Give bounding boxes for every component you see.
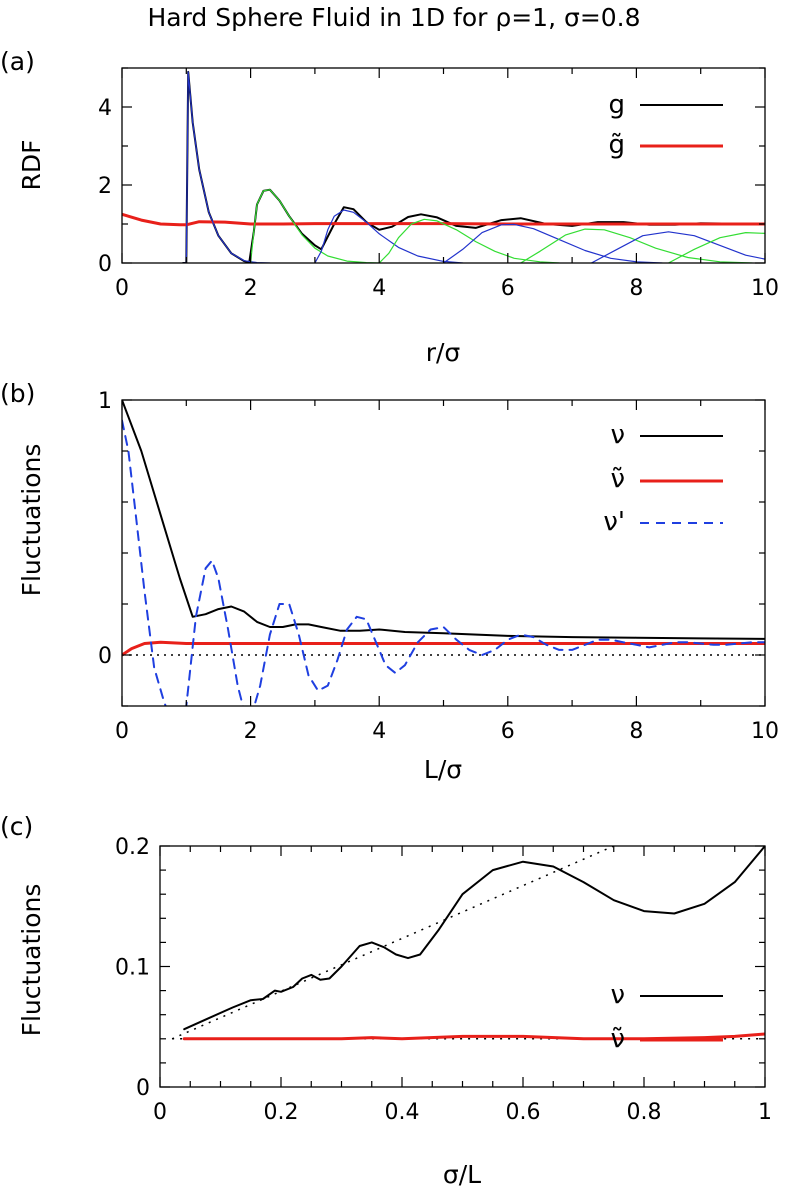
panel-b-xtick-label: 0: [115, 719, 129, 744]
panel-b-xtick-label: 6: [501, 719, 515, 744]
panel-a-ytick-label: 4: [98, 96, 112, 121]
panel-b-xtick-label: 4: [372, 719, 386, 744]
legend-a-gtilde-label: g̃: [608, 130, 625, 160]
panel-c-ytick-label: 0.1: [115, 956, 150, 981]
panel-c-xtick-label: 0.8: [627, 1100, 662, 1125]
panel-b-legend: ν ν̃ ν': [603, 420, 723, 537]
legend-a-g-label: g: [608, 90, 625, 120]
panel-c-xtick-label: 0: [153, 1100, 167, 1125]
panel-a-series-shell6-7: [520, 228, 753, 263]
legend-b-nuprime-label: ν': [603, 507, 625, 537]
panel-b-ticks: 0 2 4 6 8 10 0 1: [98, 389, 779, 744]
legend-c-nu-label: ν: [610, 980, 625, 1010]
panel-a-ytick-label: 0: [98, 252, 112, 277]
panel-a-label: (a): [0, 47, 35, 76]
panel-b-series: [122, 400, 765, 706]
panel-b-xtick-label: 10: [751, 719, 779, 744]
panel-c-series--0: [183, 846, 765, 1031]
panel-c-xtick-label: 0.6: [506, 1100, 541, 1125]
panel-c-ticks: 0 0.2 0.4 0.6 0.8 1 0 0.1 0.2: [115, 835, 772, 1125]
figure-title: Hard Sphere Fluid in 1D for ρ=1, σ=0.8: [147, 3, 640, 32]
panel-c-series--1: [182, 1032, 765, 1041]
panel-a-series-g-0: [182, 70, 765, 263]
panel-c-xtick-label: 0.4: [385, 1100, 420, 1125]
panel-c-legend: ν ν̃: [610, 980, 723, 1054]
panel-b: (b) Fluctuations L/σ 0 2 4 6 8 10 0 1 ν ν̃ ν': [0, 379, 779, 784]
panel-c-frame: [159, 845, 766, 1088]
panel-b-label: (b): [0, 379, 35, 408]
panel-a-ylabel: RDF: [17, 139, 46, 190]
panel-c-series: [171, 846, 765, 1041]
panel-a-ticks: 0 2 4 6 8 10 0 2 4: [98, 67, 779, 301]
panel-c-xtick-label: 0.2: [264, 1100, 299, 1125]
panel-a-series-shell2-3: [250, 189, 380, 263]
legend-b-nu-label: ν: [610, 420, 625, 450]
panel-a-xtick-label: 4: [372, 276, 386, 301]
panel-c-xtick-label: 1: [758, 1100, 772, 1125]
panel-c-label: (c): [0, 812, 33, 841]
panel-c-ytick-label: 0.2: [115, 835, 150, 860]
panel-a-series-shell3-4: [314, 209, 464, 263]
panel-a-series-shell7-8: [590, 231, 765, 263]
panel-a-xtick-label: 0: [115, 276, 129, 301]
panel-b-ylabel: Fluctuations: [17, 444, 46, 597]
panel-b-ytick-label: 1: [98, 389, 112, 414]
panel-b-xtick-label: 2: [244, 719, 258, 744]
panel-c-reference-line-0: [171, 846, 615, 1040]
panel-b-series--2: [122, 419, 765, 706]
panel-b-series--1: [122, 640, 765, 657]
panel-b-frame: [121, 399, 766, 707]
panel-a-ytick-label: 2: [98, 174, 112, 199]
panel-a-xtick-label: 2: [244, 276, 258, 301]
panel-a-xlabel: r/σ: [426, 338, 461, 367]
panel-a: (a) RDF r/σ 0 2 4 6 8 10 0 2 4 g g̃: [0, 47, 779, 367]
panel-a-series: [122, 70, 765, 263]
legend-b-nutilde-label: ν̃: [610, 464, 625, 494]
panel-b-xtick-label: 8: [629, 719, 643, 744]
panel-c-ylabel: Fluctuations: [17, 884, 46, 1037]
panel-a-series-shell5-6: [442, 223, 663, 263]
panel-b-ytick-label: 0: [98, 644, 112, 669]
panel-a-series-shell4-5: [378, 218, 560, 263]
panel-a-series-shell1-2: [182, 71, 271, 263]
panel-a-series-g-1: [122, 212, 765, 227]
panel-c-xlabel: σ/L: [443, 1160, 481, 1189]
panel-a-frame: [121, 67, 766, 264]
panel-a-xtick-label: 8: [629, 276, 643, 301]
panel-b-xlabel: L/σ: [424, 755, 462, 784]
legend-c-nutilde-label: ν̃: [610, 1024, 625, 1054]
panel-a-xtick-label: 6: [501, 276, 515, 301]
panel-a-series-shell8-9: [667, 232, 765, 263]
panel-c: (c) Fluctuations σ/L 0 0.2 0.4 0.6 0.8 100.10…: [0, 812, 772, 1189]
panel-a-xtick-label: 10: [751, 276, 779, 301]
panel-c-ytick-label: 0: [136, 1076, 150, 1101]
panel-a-legend: g g̃: [608, 90, 723, 160]
